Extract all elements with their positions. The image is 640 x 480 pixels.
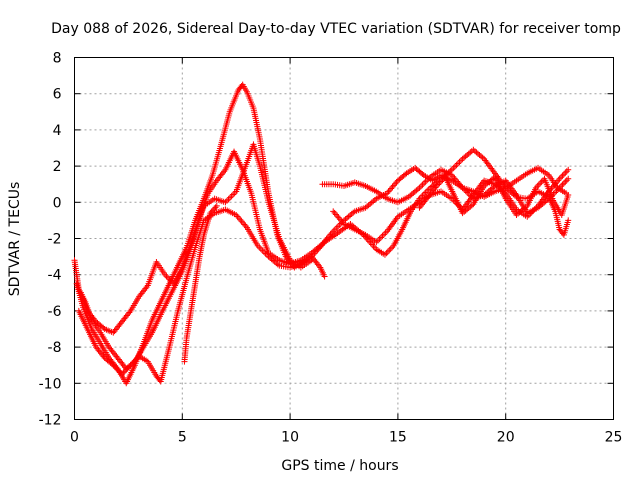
data-point: [383, 250, 390, 257]
data-point: [333, 225, 340, 232]
data-point: [257, 245, 264, 252]
series-track-3: [77, 141, 315, 336]
series-track-8: [416, 173, 572, 218]
data-point: [419, 170, 426, 177]
y-tick-label: -8: [48, 340, 62, 356]
x-tick-label: 5: [178, 430, 187, 446]
series-track-5: [181, 202, 220, 365]
data-point: [335, 214, 342, 221]
data-point: [565, 192, 572, 199]
x-tick-label: 20: [497, 430, 515, 446]
data-point: [334, 223, 341, 230]
data-point: [207, 210, 214, 217]
data-point: [562, 169, 569, 176]
data-point: [535, 181, 542, 188]
data-point: [565, 217, 572, 224]
data-point: [163, 273, 170, 280]
data-point: [438, 178, 445, 185]
data-point: [560, 180, 567, 187]
data-points: [71, 81, 572, 387]
data-point: [559, 172, 566, 179]
data-point: [237, 216, 244, 223]
x-tick-label: 0: [70, 430, 79, 446]
x-tick-label: 15: [389, 430, 407, 446]
data-point: [239, 219, 246, 226]
data-point: [330, 208, 337, 215]
data-point: [390, 182, 397, 189]
data-point: [393, 179, 400, 186]
series-track-6: [319, 166, 572, 217]
data-point: [563, 168, 570, 175]
data-point: [392, 180, 399, 187]
data-point: [402, 171, 409, 178]
y-tick-label: -2: [48, 232, 62, 248]
data-point: [259, 247, 266, 254]
x-axis: 0 5 10 15 20 25: [70, 57, 623, 446]
y-tick-label: 2: [53, 159, 62, 175]
data-point: [565, 166, 572, 173]
y-tick-label: 8: [53, 51, 62, 67]
data-point: [108, 360, 115, 367]
data-point: [421, 180, 428, 187]
data-point: [386, 187, 393, 194]
y-tick-label: -10: [39, 376, 62, 392]
data-point: [230, 191, 237, 198]
data-point: [563, 177, 570, 184]
data-point: [212, 204, 219, 211]
data-point: [386, 247, 393, 254]
y-tick-label: 4: [53, 123, 62, 139]
data-point: [100, 324, 107, 331]
series-track-2: [73, 81, 328, 387]
y-tick-label: 0: [53, 195, 62, 211]
data-point: [334, 213, 341, 220]
data-point: [418, 183, 424, 190]
data-point: [559, 181, 566, 188]
y-tick-label: 6: [53, 87, 62, 103]
chart-title: Day 088 of 2026, Sidereal Day-to-day VTE…: [51, 21, 621, 37]
data-point: [223, 197, 230, 204]
data-point: [565, 175, 572, 182]
data-point: [556, 175, 563, 182]
data-point: [560, 171, 567, 178]
data-point: [382, 229, 389, 236]
data-point: [456, 158, 463, 165]
y-tick-label: -4: [48, 268, 62, 284]
y-axis: -12 -10 -8 -6 -4 -2 0 2 4 6 8: [39, 51, 614, 429]
y-tick-label: -12: [39, 413, 62, 429]
data-point: [256, 244, 263, 251]
data-point: [451, 163, 458, 170]
data-point: [208, 208, 215, 215]
data-point: [389, 183, 396, 190]
x-axis-label: GPS time / hours: [281, 458, 398, 474]
data-point: [209, 207, 216, 214]
data-point: [241, 221, 248, 228]
data-point: [332, 211, 339, 218]
data-point: [213, 202, 220, 209]
data-point: [419, 181, 426, 188]
data-point: [538, 178, 545, 185]
data-point: [562, 178, 569, 185]
data-point: [377, 234, 384, 241]
data-point: [228, 193, 235, 200]
data-point: [331, 209, 338, 216]
data-point: [211, 205, 218, 212]
data-point: [388, 185, 395, 192]
x-tick-label: 10: [281, 430, 299, 446]
data-point: [238, 218, 245, 225]
data-point: [458, 157, 465, 164]
y-tick-label: -6: [48, 304, 62, 320]
data-point: [235, 215, 242, 222]
x-tick-label: 25: [605, 430, 623, 446]
data-point: [558, 174, 565, 181]
data-point: [387, 245, 394, 252]
data-point: [227, 194, 234, 201]
y-axis-label: SDTVAR / TECUs: [7, 182, 23, 297]
grid-lines: [74, 57, 614, 420]
data-point: [321, 273, 328, 280]
data-point: [381, 231, 388, 238]
data-point: [453, 162, 460, 169]
